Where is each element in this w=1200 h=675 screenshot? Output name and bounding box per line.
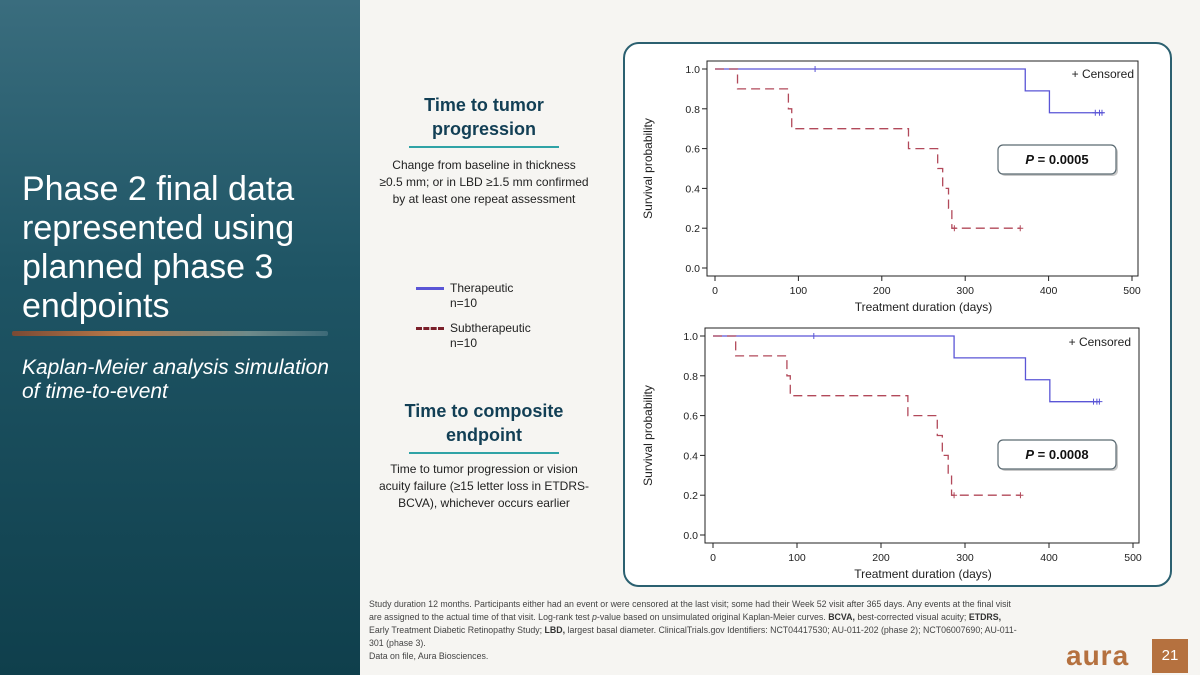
- y-tick-label: 0.8: [685, 104, 700, 116]
- footnote-text: largest basal diameter. ClinicalTrials.g…: [369, 625, 1017, 648]
- pvalue-box: [997, 144, 1117, 175]
- legend-n: n=10: [450, 336, 478, 350]
- y-tick-label: 0.0: [683, 530, 698, 542]
- tumor-progression-heading: Time to tumor progression: [424, 95, 544, 139]
- slide-title: Phase 2 final data represented using pla…: [22, 170, 295, 325]
- legend-label: Subtherapeutic: [450, 321, 531, 335]
- x-tick-label: 0: [712, 285, 718, 297]
- footnote-text: Early Treatment Diabetic Retinopathy Stu…: [369, 625, 545, 635]
- y-tick-label: 0.2: [683, 490, 698, 502]
- km-curve-therapeutic: [715, 68, 1104, 114]
- x-tick-label: 200: [872, 552, 890, 564]
- x-tick-label: 300: [956, 285, 974, 297]
- y-tick-label: 0.0: [685, 263, 700, 275]
- plot-area-border: [706, 60, 1139, 277]
- composite-heading-rule: [409, 452, 559, 454]
- y-tick-label: 1.0: [683, 331, 698, 343]
- censored-marker: [1017, 225, 1024, 232]
- censored-marker: [951, 492, 958, 499]
- plot-area-border: [704, 327, 1140, 544]
- y-tick-label: 0.4: [685, 183, 700, 195]
- legend-label: Therapeutic: [450, 281, 514, 295]
- y-tick-label: 1.0: [685, 64, 700, 76]
- x-axis-label: Treatment duration (days): [854, 567, 992, 581]
- aura-logo: aura: [1066, 640, 1130, 671]
- x-tick-label: 100: [790, 285, 808, 297]
- x-axis-label: Treatment duration (days): [855, 300, 993, 314]
- slide-subtitle: Kaplan-Meier analysis simulation of time…: [22, 356, 329, 403]
- y-axis-label: Survival probability: [641, 118, 655, 219]
- pvalue-label: P = 0.0008: [1025, 447, 1088, 462]
- footnote-text: best-corrected visual acuity;: [854, 612, 969, 622]
- y-tick-label: 0.8: [683, 371, 698, 383]
- footnote-text: -value based on unsimulated original Kap…: [596, 612, 829, 622]
- legend-n: n=10: [450, 296, 478, 310]
- x-tick-label: 200: [873, 285, 891, 297]
- censored-marker: [951, 225, 958, 232]
- tumor-heading-rule: [409, 146, 559, 148]
- x-tick-label: 500: [1124, 552, 1142, 564]
- censored-marker: [1098, 109, 1105, 116]
- censored-legend: + Censored: [1069, 335, 1131, 349]
- footnote-abbr: ETDRS,: [968, 612, 1002, 622]
- censored-marker: [1017, 492, 1024, 499]
- pvalue-box: [997, 439, 1117, 470]
- y-tick-label: 0.4: [683, 450, 698, 462]
- footnote-source: Data on file, Aura Biosciences.: [369, 651, 489, 661]
- y-tick-label: 0.2: [685, 223, 700, 235]
- chart-frame: [623, 42, 1172, 587]
- censored-marker: [1096, 398, 1103, 405]
- footnote-text: Study duration 12 months. Participants e…: [369, 599, 1011, 622]
- x-tick-label: 100: [788, 552, 806, 564]
- footnote-p-italic: p: [591, 612, 597, 622]
- legend-swatch-subtherapeutic: [416, 327, 444, 330]
- title-panel: Phase 2 final data represented using pla…: [0, 0, 360, 675]
- x-tick-label: 300: [956, 552, 974, 564]
- footnote: Study duration 12 months. Participants e…: [369, 598, 1019, 663]
- composite-endpoint-heading: Time to composite endpoint: [404, 401, 564, 445]
- km-curve-subtherapeutic: [713, 335, 1021, 496]
- x-tick-label: 400: [1040, 552, 1058, 564]
- page-number: 21: [1152, 639, 1188, 673]
- y-tick-label: 0.6: [683, 411, 698, 423]
- y-axis-label: Survival probability: [641, 385, 655, 486]
- composite-endpoint-description: Time to tumor progression or vision acui…: [379, 462, 589, 510]
- censored-legend: + Censored: [1072, 67, 1134, 81]
- censored-marker: [810, 333, 817, 339]
- km-curve-subtherapeutic: [715, 68, 1021, 229]
- x-tick-label: 400: [1040, 285, 1058, 297]
- x-tick-label: 500: [1123, 285, 1141, 297]
- censored-marker: [812, 66, 819, 72]
- footnote-abbr: LBD,: [544, 625, 566, 635]
- pvalue-label: P = 0.0005: [1025, 152, 1088, 167]
- km-curve-therapeutic: [713, 335, 1100, 403]
- gradient-divider: [12, 331, 328, 336]
- y-tick-label: 0.6: [685, 144, 700, 156]
- legend-swatch-therapeutic: [416, 287, 444, 290]
- x-tick-label: 0: [710, 552, 716, 564]
- tumor-progression-description: Change from baseline in thickness ≥0.5 m…: [379, 158, 589, 206]
- footnote-abbr: BCVA,: [828, 612, 855, 622]
